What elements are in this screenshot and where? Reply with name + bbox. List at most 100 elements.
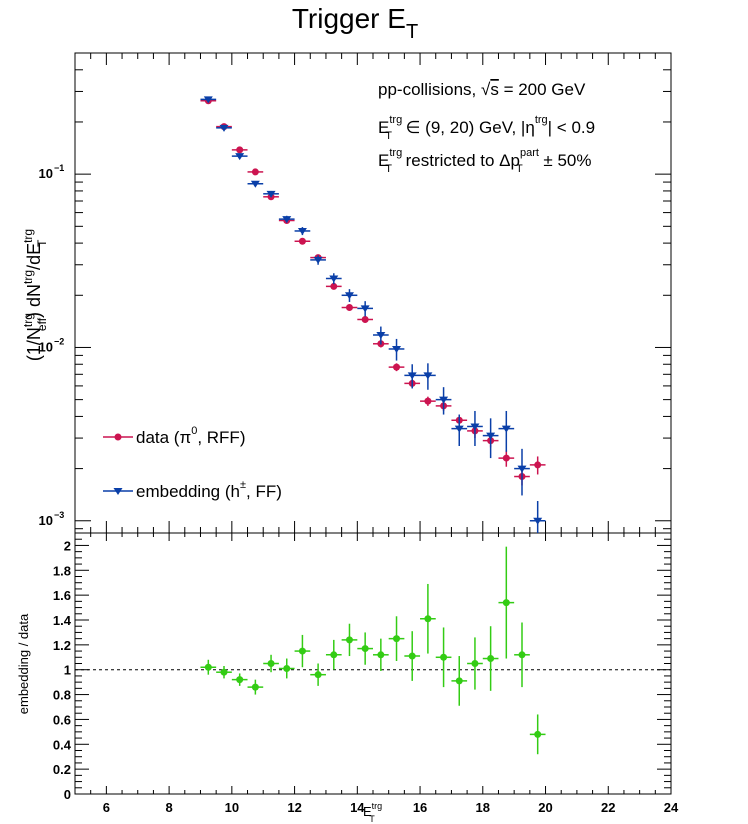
embedding-marker xyxy=(407,372,417,380)
legend-label-embedding: embedding (h±, FF) xyxy=(136,479,282,501)
legend-marker-data xyxy=(103,433,133,441)
ratio-marker xyxy=(393,635,401,643)
ratio-marker xyxy=(345,636,353,644)
x-tick-label: 6 xyxy=(103,800,110,815)
x-tick-label: 8 xyxy=(165,800,172,815)
data-marker xyxy=(236,146,244,154)
x-tick-label: 10 xyxy=(225,800,239,815)
ratio-data-points xyxy=(200,546,546,755)
annotation-restriction: Etrg T restricted to Δppart T ± 50% xyxy=(378,147,592,175)
ratio-marker xyxy=(455,677,463,685)
embedding-point xyxy=(247,180,264,188)
ratio-point xyxy=(231,673,248,686)
embedding-point xyxy=(294,227,311,236)
y-tick-label: 10 xyxy=(39,166,53,181)
embedding-marker xyxy=(486,432,496,440)
embedding-point xyxy=(435,387,452,415)
ratio-marker xyxy=(251,683,259,691)
embedding-point xyxy=(451,414,468,447)
embedding-marker xyxy=(297,227,307,235)
legend-label-data: data (π0, RFF) xyxy=(136,425,245,447)
ratio-marker xyxy=(361,645,369,653)
embedding-marker xyxy=(376,331,386,339)
data-marker xyxy=(345,304,353,312)
annotation-trigger-range: Etrg T ∈ (9, 20) GeV, |ηtrg| < 0.9 xyxy=(378,114,595,142)
ratio-marker xyxy=(408,652,416,660)
ratio-point xyxy=(482,626,499,691)
embedding-marker xyxy=(360,305,370,313)
chart-title: Trigger ET xyxy=(292,3,418,43)
data-marker xyxy=(361,315,369,323)
embedding-marker xyxy=(282,216,292,224)
ratio-marker xyxy=(534,730,542,738)
ratio-point xyxy=(373,638,389,671)
ratio-y-tick-label: 0.2 xyxy=(53,762,71,777)
embedding-marker xyxy=(423,372,433,380)
ratio-point xyxy=(247,679,264,695)
embedding-marker xyxy=(439,396,449,404)
x-tick-label: 16 xyxy=(413,800,427,815)
y-tick-exponent: −1 xyxy=(54,163,64,173)
ratio-point xyxy=(310,663,326,686)
ratio-marker xyxy=(314,671,322,679)
embedding-point xyxy=(341,289,358,302)
embedding-point xyxy=(467,410,483,447)
x-tick-label: 20 xyxy=(538,800,552,815)
embedding-point xyxy=(357,301,373,317)
embedding-marker xyxy=(470,423,480,431)
x-tick-label: 18 xyxy=(476,800,490,815)
ratio-point xyxy=(200,659,217,675)
embedding-point xyxy=(373,326,389,345)
data-marker xyxy=(298,237,306,245)
embedding-point xyxy=(404,364,421,389)
ratio-marker xyxy=(377,651,385,659)
embedding-marker xyxy=(203,96,213,104)
ratio-point xyxy=(388,616,405,662)
ratio-point xyxy=(529,714,546,755)
embedding-point xyxy=(420,363,436,390)
data-point xyxy=(231,146,248,154)
ratio-marker xyxy=(204,663,212,671)
ratio-marker xyxy=(236,676,244,684)
annotation-collisions: pp-collisions, √s = 200 GeV xyxy=(378,80,586,99)
embedding-point xyxy=(325,273,342,285)
ratio-point xyxy=(357,632,373,665)
embedding-marker xyxy=(392,345,402,353)
x-tick-label: 24 xyxy=(664,800,679,815)
embedding-marker xyxy=(313,256,323,264)
ratio-marker xyxy=(220,668,228,676)
embedding-marker xyxy=(344,292,354,300)
data-point xyxy=(357,315,373,323)
embedding-point xyxy=(529,501,546,533)
embedding-point xyxy=(263,190,279,198)
embedding-marker xyxy=(266,190,276,198)
ratio-y-tick-label: 0.6 xyxy=(53,712,71,727)
embedding-point xyxy=(498,410,515,452)
embedding-marker xyxy=(454,425,464,433)
upper-axis-ticks: 10−110−210−3 xyxy=(39,52,672,533)
x-tick-label: 14 xyxy=(350,800,365,815)
ratio-point xyxy=(420,583,436,654)
embedding-point xyxy=(482,418,499,459)
embedding-point xyxy=(278,215,295,224)
ratio-point xyxy=(341,623,358,657)
data-point xyxy=(247,168,264,176)
ratio-point xyxy=(514,622,530,688)
ratio-y-tick-label: 1.4 xyxy=(53,613,72,628)
lower-y-axis-label: embedding / data xyxy=(16,613,31,714)
ratio-y-tick-label: 0.4 xyxy=(53,737,72,752)
chart-title-subscript: T xyxy=(406,21,418,43)
data-marker xyxy=(502,454,510,462)
embedding-marker xyxy=(533,517,543,525)
ratio-point xyxy=(216,665,232,679)
ratio-point xyxy=(498,546,515,659)
data-point xyxy=(294,237,311,245)
embedding-marker xyxy=(517,465,527,473)
embedding-point xyxy=(200,96,217,104)
embedding-marker xyxy=(219,124,229,132)
ratio-point xyxy=(435,627,452,688)
ratio-point xyxy=(467,637,483,690)
ratio-marker xyxy=(330,651,338,659)
embedding-marker xyxy=(501,425,511,433)
